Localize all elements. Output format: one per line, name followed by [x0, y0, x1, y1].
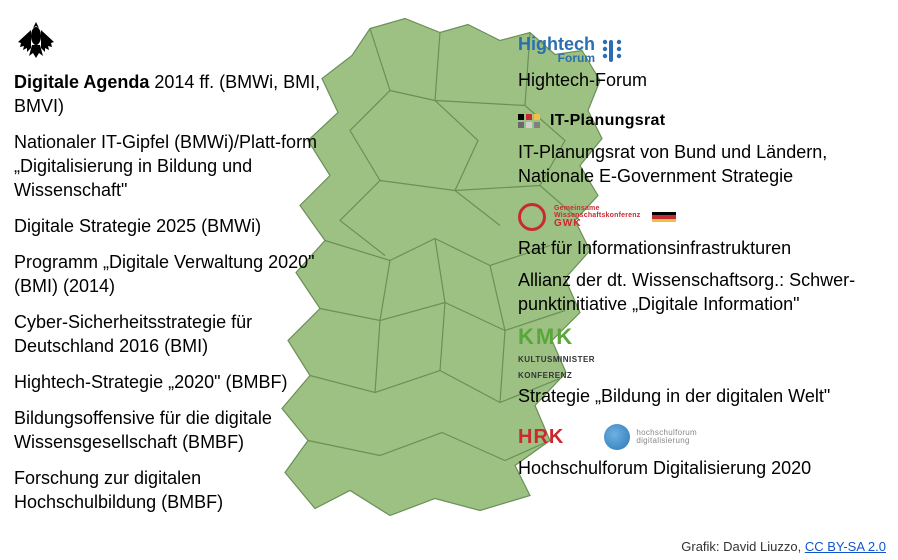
block-label: Hochschulforum Digitalisierung 2020 [518, 456, 888, 480]
left-item: Bildungsoffensive für die digitale Wisse… [14, 406, 324, 454]
left-heading: Digitale Agenda 2014 ff. (BMWi, BMI, BMV… [14, 70, 324, 118]
gwk-flag-icon [652, 212, 676, 222]
attribution-prefix: Grafik: David Liuzzo, [681, 539, 805, 554]
left-item: Digitale Strategie 2025 (BMWi) [14, 214, 324, 238]
hfd-logo: hochschulforum digitalisierung [604, 424, 697, 450]
block-label: Allianz der dt. Wissenschaftsorg.: Schwe… [518, 268, 888, 316]
attribution: Grafik: David Liuzzo, CC BY-SA 2.0 [681, 539, 886, 554]
block-kmk: KMK KULTUSMINISTER KONFERENZ Strategie „… [518, 326, 888, 408]
left-item: Hightech-Strategie „2020" (BMBF) [14, 370, 324, 394]
hightech-forum-logo: Hightech Forum [518, 34, 888, 64]
federal-eagle-icon [14, 18, 58, 62]
gwk-ring-icon [518, 203, 546, 231]
gwk-line1: Gemeinsame [554, 205, 640, 212]
kmk-logo: KMK KULTUSMINISTER KONFERENZ [518, 326, 888, 380]
itp-squares-icon [518, 114, 540, 128]
block-label: Strategie „Bildung in der digitalen Welt… [518, 384, 888, 408]
hfd-globe-icon [604, 424, 630, 450]
kmk-small2: KONFERENZ [518, 372, 572, 380]
block-gwk: Gemeinsame Wissenschaftskonferenz GWK Ra… [518, 202, 888, 260]
itp-word-it: IT- [550, 112, 570, 129]
block-label: IT-Planungsrat von Bund und Ländern, Nat… [518, 140, 888, 188]
block-label: Rat für Informationsinfrastrukturen [518, 236, 888, 260]
left-item: Cyber-Sicherheitsstrategie für Deutschla… [14, 310, 324, 358]
left-item: Nationaler IT-Gipfel (BMWi)/Platt-form „… [14, 130, 324, 202]
block-hrk: HRK hochschulforum digitalisierung Hochs… [518, 422, 888, 480]
itp-word-rest: Planungsrat [570, 112, 666, 129]
left-column: Digitale Agenda 2014 ff. (BMWi, BMI, BMV… [14, 70, 324, 526]
block-itplanungsrat: IT-Planungsrat IT-Planungsrat von Bund u… [518, 106, 888, 188]
hightech-dots-icon [601, 38, 623, 64]
left-heading-bold: Digitale Agenda [14, 72, 149, 92]
hrk-hfd-logo-row: HRK hochschulforum digitalisierung [518, 422, 888, 452]
it-planungsrat-logo: IT-Planungsrat [518, 106, 888, 136]
right-column: Hightech Forum Hightech-Forum [518, 34, 888, 488]
gwk-big: GWK [554, 219, 640, 229]
block-hightech: Hightech Forum Hightech-Forum [518, 34, 888, 92]
block-label: Hightech-Forum [518, 68, 888, 92]
gwk-logo: Gemeinsame Wissenschaftskonferenz GWK [518, 202, 888, 232]
left-item: Programm „Digitale Verwaltung 2020" (BMI… [14, 250, 324, 298]
hfd-line2: digitalisierung [636, 437, 697, 445]
block-allianz: Allianz der dt. Wissenschaftsorg.: Schwe… [518, 268, 888, 316]
left-item: Forschung zur digitalen Hochschulbildung… [14, 466, 324, 514]
hightech-logo-bot: Forum [558, 53, 595, 64]
kmk-big: KMK [518, 326, 574, 348]
kmk-small1: KULTUSMINISTER [518, 356, 595, 364]
attribution-link[interactable]: CC BY-SA 2.0 [805, 539, 886, 554]
hrk-logo: HRK [518, 426, 564, 449]
